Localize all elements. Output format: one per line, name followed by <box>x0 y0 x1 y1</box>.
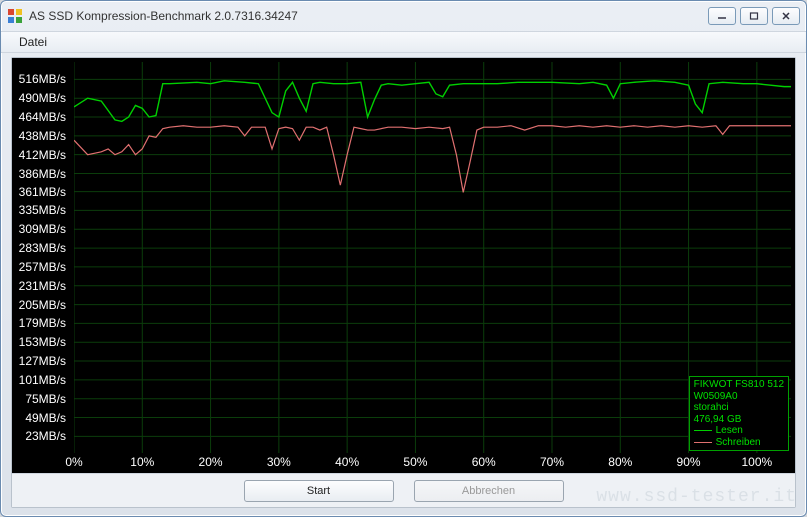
y-tick-label: 283MB/s <box>19 241 66 255</box>
window-controls <box>708 7 800 25</box>
x-tick-label: 10% <box>130 455 154 469</box>
x-tick-label: 100% <box>741 455 772 469</box>
y-tick-label: 464MB/s <box>19 110 66 124</box>
legend-write: Schreiben <box>694 437 784 449</box>
maximize-button[interactable] <box>740 7 768 25</box>
y-tick-label: 361MB/s <box>19 185 66 199</box>
start-button[interactable]: Start <box>244 480 394 502</box>
client-area: 516MB/s 490MB/s 464MB/s 438MB/s 412MB/s 386MB… <box>11 57 796 508</box>
x-tick-label: 70% <box>540 455 564 469</box>
minimize-button[interactable] <box>708 7 736 25</box>
y-tick-label: 127MB/s <box>19 354 66 368</box>
y-tick-label: 257MB/s <box>19 260 66 274</box>
y-tick-label: 335MB/s <box>19 203 66 217</box>
x-tick-label: 50% <box>403 455 427 469</box>
x-tick-label: 40% <box>335 455 359 469</box>
info-line: 476,94 GB <box>694 414 784 426</box>
x-tick-label: 0% <box>65 455 82 469</box>
y-tick-label: 49MB/s <box>25 411 66 425</box>
y-tick-label: 153MB/s <box>19 335 66 349</box>
y-tick-label: 23MB/s <box>25 429 66 443</box>
legend-read: Lesen <box>694 425 784 437</box>
menu-file[interactable]: Datei <box>11 33 55 51</box>
x-tick-label: 30% <box>267 455 291 469</box>
y-tick-label: 490MB/s <box>19 91 66 105</box>
info-line: storahci <box>694 402 784 414</box>
x-tick-label: 60% <box>472 455 496 469</box>
info-line: W0509A0 <box>694 391 784 403</box>
chart-area: 516MB/s 490MB/s 464MB/s 438MB/s 412MB/s 386MB… <box>12 58 795 473</box>
menubar: Datei <box>1 31 806 53</box>
y-axis-labels: 516MB/s 490MB/s 464MB/s 438MB/s 412MB/s 386MB… <box>12 58 70 453</box>
close-button[interactable] <box>772 7 800 25</box>
x-tick-label: 90% <box>677 455 701 469</box>
abort-button[interactable]: Abbrechen <box>414 480 564 502</box>
y-tick-label: 412MB/s <box>19 148 66 162</box>
y-tick-label: 516MB/s <box>19 72 66 86</box>
app-icon <box>7 8 23 24</box>
button-row: Start Abbrechen <box>12 473 795 507</box>
x-tick-label: 80% <box>608 455 632 469</box>
y-tick-label: 231MB/s <box>19 279 66 293</box>
y-tick-label: 386MB/s <box>19 167 66 181</box>
y-tick-label: 309MB/s <box>19 222 66 236</box>
x-axis-labels: 0%10%20%30%40%50%60%70%80%90%100% <box>74 455 791 471</box>
chart-plot <box>74 62 791 453</box>
app-window: AS SSD Kompression-Benchmark 2.0.7316.34… <box>0 0 807 517</box>
x-tick-label: 20% <box>199 455 223 469</box>
y-tick-label: 205MB/s <box>19 298 66 312</box>
titlebar[interactable]: AS SSD Kompression-Benchmark 2.0.7316.34… <box>1 1 806 31</box>
drive-info-box: FIKWOT FS810 512W0509A0storahci476,94 GB… <box>689 376 789 451</box>
y-tick-label: 75MB/s <box>25 392 66 406</box>
y-tick-label: 101MB/s <box>19 373 66 387</box>
y-tick-label: 438MB/s <box>19 129 66 143</box>
info-line: FIKWOT FS810 512 <box>694 379 784 391</box>
y-tick-label: 179MB/s <box>19 316 66 330</box>
window-title: AS SSD Kompression-Benchmark 2.0.7316.34… <box>29 9 708 23</box>
